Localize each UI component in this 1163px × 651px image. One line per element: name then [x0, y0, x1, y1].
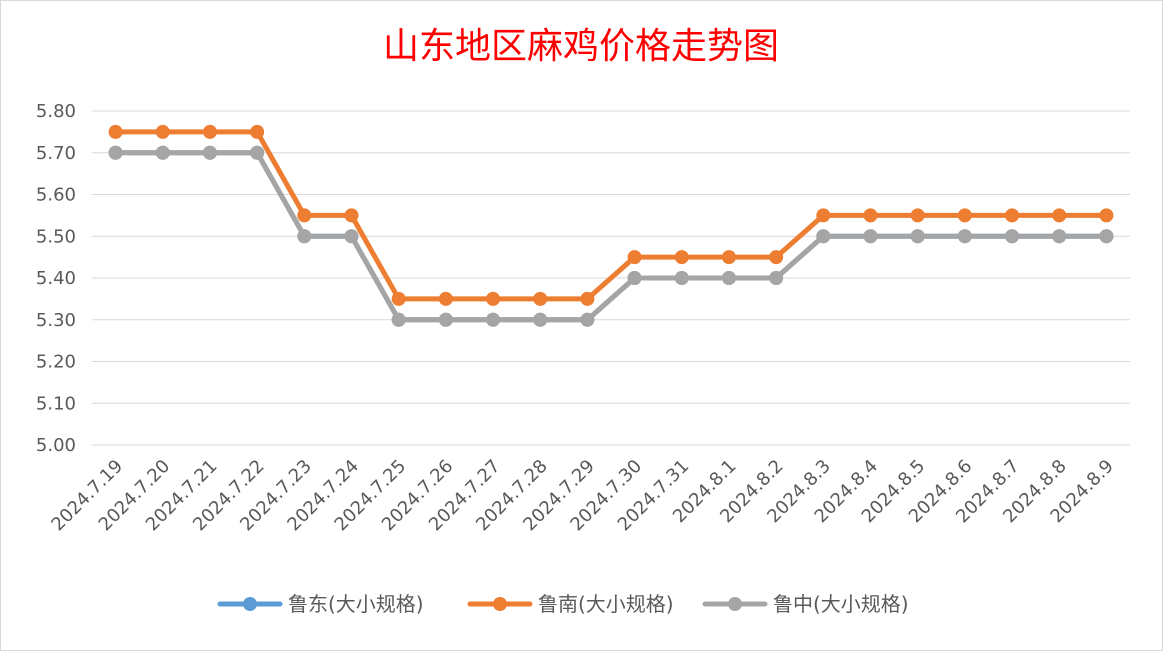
data-point: [957, 208, 972, 223]
y-tick-label: 5.00: [36, 435, 76, 456]
y-tick-label: 5.10: [36, 393, 76, 414]
data-point: [1052, 229, 1067, 244]
legend-marker: [728, 597, 742, 611]
data-point: [297, 229, 312, 244]
legend-label: 鲁东(大小规格): [288, 592, 424, 616]
data-point: [769, 250, 784, 265]
data-point: [486, 312, 501, 327]
data-point: [533, 291, 548, 306]
data-point: [816, 229, 831, 244]
series-2: [108, 145, 1114, 327]
data-point: [344, 208, 359, 223]
legend-item: 鲁东(大小规格): [217, 592, 424, 616]
y-tick-label: 5.70: [36, 143, 76, 164]
data-point: [202, 145, 217, 160]
legend-item: 鲁南(大小规格): [467, 592, 674, 616]
y-tick-label: 5.80: [36, 101, 76, 122]
data-point: [1052, 208, 1067, 223]
data-point: [863, 229, 878, 244]
data-point: [108, 124, 123, 139]
data-point: [1005, 208, 1020, 223]
series-line: [113, 129, 1109, 302]
data-point: [627, 250, 642, 265]
data-point: [1099, 208, 1114, 223]
data-point: [202, 124, 217, 139]
data-point: [627, 271, 642, 285]
data-point: [580, 312, 595, 327]
data-point: [108, 145, 123, 160]
data-point: [533, 312, 548, 327]
data-point: [721, 250, 736, 265]
series-lines: [108, 124, 1114, 327]
data-point: [297, 208, 312, 223]
legend: 鲁东(大小规格) 鲁南(大小规格) 鲁中(大小规格): [217, 592, 909, 616]
y-tick-label: 5.30: [36, 310, 76, 331]
series-1: [108, 124, 1114, 306]
data-point: [155, 145, 170, 160]
data-point: [957, 229, 972, 244]
data-point: [250, 124, 265, 139]
legend-marker: [493, 597, 507, 611]
series-line: [113, 150, 1109, 323]
data-point: [721, 271, 736, 285]
data-point: [674, 271, 689, 285]
data-point: [816, 208, 831, 223]
y-tick-label: 5.40: [36, 268, 76, 289]
legend-item: 鲁中(大小规格): [702, 592, 909, 616]
legend-label: 鲁中(大小规格): [773, 592, 909, 616]
data-point: [1099, 229, 1114, 244]
data-point: [910, 229, 925, 244]
legend-marker: [243, 597, 257, 611]
data-point: [910, 208, 925, 223]
y-axis-ticks: 5.00 5.10 5.20 5.30 5.40 5.50 5.60 5.70 5.80: [36, 101, 76, 456]
data-point: [769, 271, 784, 285]
chart-title: 山东地区麻鸡价格走势图: [383, 26, 779, 67]
y-tick-label: 5.20: [36, 352, 76, 373]
data-point: [391, 291, 406, 306]
data-point: [250, 145, 265, 160]
data-point: [580, 291, 595, 306]
legend-label: 鲁南(大小规格): [538, 592, 674, 616]
y-tick-label: 5.50: [36, 226, 76, 247]
data-point: [155, 124, 170, 139]
data-point: [674, 250, 689, 265]
data-point: [438, 312, 453, 327]
data-point: [863, 208, 878, 223]
data-point: [1005, 229, 1020, 244]
data-point: [438, 291, 453, 306]
data-point: [486, 291, 501, 306]
data-point: [344, 229, 359, 244]
data-point: [391, 312, 406, 327]
x-axis-ticks: 2024.7.192024.7.202024.7.212024.7.222024…: [47, 456, 1117, 536]
y-tick-label: 5.60: [36, 185, 76, 206]
